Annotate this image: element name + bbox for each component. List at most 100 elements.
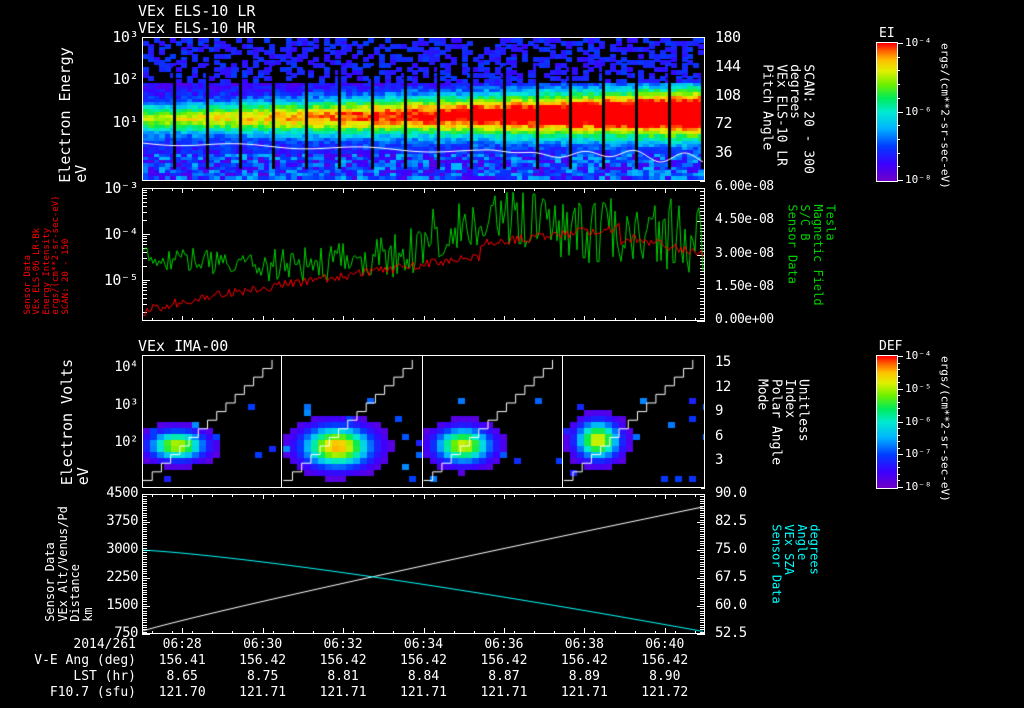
colorbar-def-tick [897, 356, 903, 357]
colorbar-def-minortick [897, 395, 900, 397]
colorbar-ei-tick [897, 43, 903, 44]
panel3-mode-divider [561, 356, 563, 487]
colorbar-def-ticklabel-2: 10⁻⁶ [905, 414, 932, 428]
panel1-y2tick-3: 72 [715, 114, 733, 133]
panel4-ytick-3: 2250 [106, 569, 138, 585]
colorbar-def-minortick [897, 473, 900, 475]
colorbar-ei-minortick [897, 152, 900, 154]
panel1-y2tick-4: 36 [715, 143, 733, 162]
panel3-right-axis-label-line-1: Polar Angle [768, 378, 784, 465]
colorbar-ei-minortick [897, 138, 900, 140]
table-cell-r2-c6: 8.90 [649, 669, 681, 684]
panel4-y2tick-4: 60.0 [715, 597, 747, 613]
colorbar-def-ticklabel-0: 10⁻⁴ [905, 349, 932, 362]
colorbar-def-minortick [897, 362, 900, 364]
panel3-y2tick-2: 9 [715, 403, 723, 420]
colorbar-def-minortick [897, 421, 900, 423]
axis-minor-tick [701, 355, 705, 356]
table-cell-r0-c2: 06:32 [323, 637, 363, 652]
table-cell-r3-c1: 121.71 [239, 685, 287, 700]
panel1-ytick-2: 10¹ [112, 112, 138, 131]
colorbar-def-minortick [897, 441, 900, 443]
panel4-right-axis-label-line-3: degrees [807, 524, 822, 575]
panel1-right-axis-label-line-2: degrees [786, 64, 802, 120]
panel1-right-axis-label: Pitch Angle VEx ELS-10 LR degrees SCAN: 20 … [759, 64, 816, 174]
panel2-ytick-2: 10⁻⁵ [103, 270, 139, 289]
panel4-ytick-2: 3000 [106, 541, 138, 557]
panel2-left-axis-label-line-3: ergs/(cm**2-sr-sec-eV) [51, 194, 62, 315]
panel3-y2tick-0: 15 [715, 353, 731, 370]
colorbar-ei-minortick [897, 56, 900, 58]
panel1-y2tick-0: 180 [715, 28, 741, 46]
panel2-y2tick-2: 3.00e-08 [715, 245, 774, 261]
panel3-right-axis-label-line-2: Index [781, 378, 797, 418]
panel3-right-axis-label-line-0: Mode [754, 378, 770, 410]
colorbar-def-tick [897, 388, 903, 390]
panel1-ytick-0: 10³ [112, 28, 138, 46]
colorbar-ei [877, 43, 897, 181]
colorbar-def-minortick [897, 487, 900, 488]
table-cell-r0-c3: 06:34 [403, 637, 444, 652]
panel4-ytick-5: 750 [114, 625, 138, 641]
panel4-y2tick-2: 75.0 [715, 541, 747, 557]
colorbar-def-minortick [897, 414, 900, 416]
panel2-y2tick-1: 4.50e-08 [715, 212, 774, 228]
colorbar-ei-tick [897, 180, 903, 181]
table-cell-r0-c4: 06:36 [484, 637, 524, 652]
table-row-label-0: 2014/261 [73, 637, 136, 652]
table-cell-r2-c1: 8.75 [246, 669, 279, 684]
colorbar-ei-title: EI [879, 26, 895, 41]
table-cell-r1-c0: 156.41 [158, 653, 206, 668]
panel2-right-axis-label: Sensor Data S/C B Magnetic Field Tesla [786, 203, 838, 305]
colorbar-def-ticklabel-1: 10⁻⁵ [905, 381, 932, 395]
colorbar-def [877, 356, 897, 488]
table-cell-r1-c5: 156.42 [560, 653, 608, 668]
colorbar-def-tick [897, 454, 903, 456]
panel4-y2tick-0: 90.0 [715, 485, 747, 501]
colorbar-ei-unit-text: ergs/(cm**2-sr-sec-eV) [938, 43, 952, 189]
colorbar-ei-tick [897, 111, 903, 113]
table-cell-r0-c0: 06:28 [162, 637, 202, 652]
colorbar-def-minortick [897, 454, 900, 456]
panel3-right-axis-label: Mode Polar Angle Index Unitless [754, 378, 811, 465]
table-cell-r2-c5: 8.89 [568, 669, 600, 684]
panel3-mode-divider [281, 356, 283, 487]
panel1-title-lr: VEx ELS-10 LR [138, 2, 256, 20]
panel4-y2tick-1: 82.5 [715, 513, 747, 529]
colorbar-def-minortick [897, 382, 900, 384]
table-cell-r3-c2: 121.71 [319, 685, 367, 700]
table-cell-r3-c0: 121.70 [158, 685, 206, 700]
colorbar-def-minortick [897, 375, 900, 377]
panel4-right-axis-label-line-2: Angle [794, 524, 809, 561]
panel3-y2tick-4: 3 [715, 452, 723, 469]
panel1-right-axis-label-line-0: Pitch Angle [759, 64, 775, 151]
panel4-y2tick-3: 67.5 [715, 569, 747, 585]
axis-minor-tick [142, 494, 147, 495]
axis-minor-tick [700, 494, 705, 495]
panel2-y2tick-4: 0.00e+00 [715, 312, 774, 327]
axis-minor-tick [700, 321, 705, 322]
ytick-major [142, 37, 150, 38]
colorbar-ei-minortick [897, 111, 900, 113]
table-cell-r2-c2: 8.81 [327, 669, 359, 684]
panel2-y2tick-3: 1.50e-08 [715, 278, 774, 294]
panel2-right-axis-label-line-3: Tesla [823, 203, 838, 241]
panel4-ytick-4: 1500 [106, 597, 138, 613]
axis-minor-tick [700, 634, 705, 635]
panel3-right-axis-label-line-3: Unitless [795, 378, 811, 442]
colorbar-def-minortick [897, 428, 900, 430]
panel1-title-hr: VEx ELS-10 HR [138, 19, 256, 37]
table-cell-r1-c1: 156.42 [239, 653, 287, 668]
colorbar-ei-minortick [897, 125, 900, 127]
axis-minor-tick [142, 634, 147, 635]
panel4-right-axis-label-line-0: Sensor Data [769, 524, 784, 604]
colorbar-def-tick [897, 487, 903, 488]
table-cell-r2-c4: 8.87 [488, 669, 520, 684]
panel2-lines-image [143, 189, 704, 320]
colorbar-ei-unit: ergs/(cm**2-sr-sec-eV) [938, 43, 952, 189]
panel3-mode-divider [421, 356, 423, 487]
colorbar-ei-ticklabel-2: 10⁻⁸ [905, 173, 932, 186]
table-cell-r3-c4: 121.71 [480, 685, 528, 700]
axis-minor-tick [700, 188, 705, 189]
